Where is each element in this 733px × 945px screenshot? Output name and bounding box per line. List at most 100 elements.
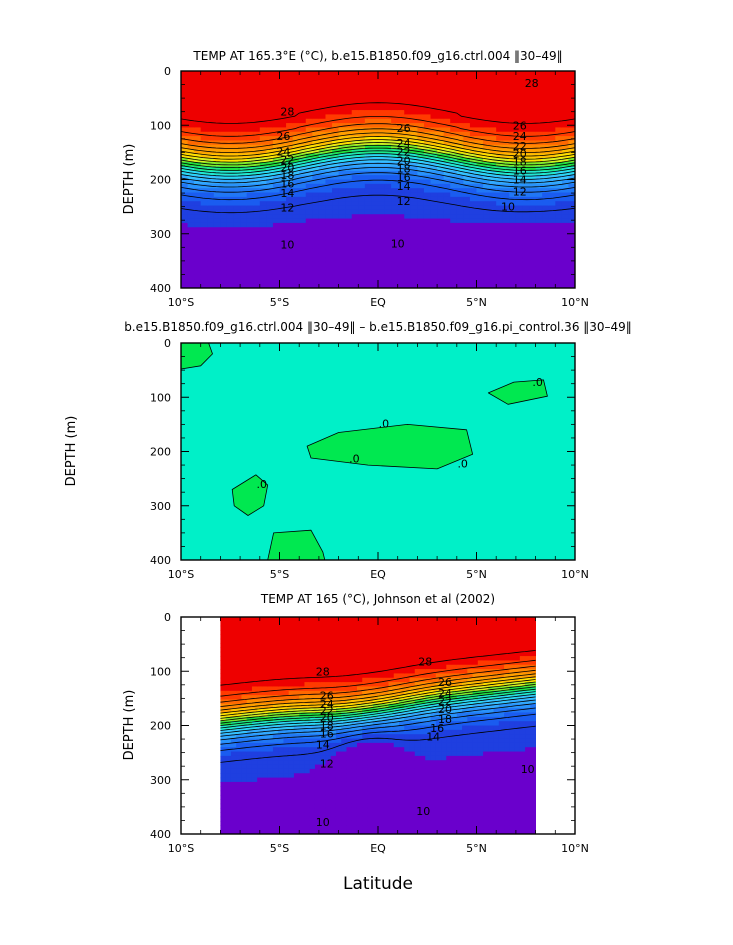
panel-top-field-cell xyxy=(502,235,510,241)
panel-top-field-cell xyxy=(529,123,537,129)
panel-top-field-cell xyxy=(529,131,537,137)
panel-bottom-field-cell xyxy=(283,682,290,688)
panel-top-field-cell xyxy=(496,235,504,241)
panel-top-field-cell xyxy=(423,266,432,272)
panel-bottom-field-cell xyxy=(267,643,274,648)
panel-top-field-cell xyxy=(437,179,445,185)
panel-bottom-field-cell xyxy=(341,751,348,757)
panel-top-field-cell xyxy=(489,110,497,115)
panel-bottom-field-cell xyxy=(257,708,264,714)
panel-bottom-field-cell xyxy=(262,768,269,774)
panel-bottom-field-cell xyxy=(288,677,295,683)
panel-bottom-field-cell xyxy=(367,660,374,666)
panel-top-field-cell xyxy=(246,192,254,198)
panel-bottom-field-cell xyxy=(272,708,279,714)
panel-bottom-field-cell xyxy=(288,751,295,757)
panel-top-field-cell xyxy=(456,110,464,115)
panel-top-field-cell xyxy=(318,114,327,120)
panel-top-field-cell xyxy=(410,123,418,129)
panel-bottom-field-cell xyxy=(325,764,332,770)
panel-bottom-field-cell xyxy=(378,625,384,631)
panel-bottom-field-cell xyxy=(246,686,253,692)
panel-bottom-field-cell xyxy=(372,677,379,683)
panel-bottom-field-cell xyxy=(236,716,243,722)
panel-top-field-cell xyxy=(259,127,267,133)
panel-top-contour-label: 20 xyxy=(397,155,411,168)
panel-top-field-cell xyxy=(371,118,379,124)
panel-bottom-field-cell xyxy=(283,773,290,779)
panel-bottom-field-cell xyxy=(393,734,400,740)
panel-bottom-field-cell xyxy=(330,816,337,822)
panel-top-field-cell xyxy=(200,131,208,137)
panel-bottom-field-cell xyxy=(267,673,274,679)
panel-bottom-field-cell xyxy=(236,686,243,692)
panel-bottom-field-cell xyxy=(320,643,327,648)
panel-top-field-cell xyxy=(410,209,418,215)
panel-top-field-cell xyxy=(305,131,313,137)
panel-top-field-cell xyxy=(378,218,386,224)
panel-top-field-cell xyxy=(456,157,464,163)
panel-top-field-cell xyxy=(345,110,353,115)
panel-bottom-field-cell xyxy=(241,669,248,675)
panel-bottom-field-cell xyxy=(325,617,332,622)
panel-top-field-cell xyxy=(332,84,340,89)
panel-top-field-cell xyxy=(456,205,464,211)
panel-top-field-cell xyxy=(266,205,274,211)
panel-top-field-cell xyxy=(364,227,373,233)
panel-bottom-field-cell xyxy=(314,690,321,696)
panel-top-field-cell xyxy=(502,231,510,237)
panel-bottom-field-cell xyxy=(309,738,316,744)
panel-top-field-cell xyxy=(463,123,471,129)
panel-top-field-cell xyxy=(345,222,353,228)
panel-bottom-field-cell xyxy=(220,816,227,822)
panel-bottom-field-cell xyxy=(241,638,248,644)
panel-bottom-field-cell xyxy=(346,690,353,696)
panel-bottom-field-cell xyxy=(383,768,390,774)
panel-top-field-cell xyxy=(338,270,346,276)
panel-top-field-cell xyxy=(220,131,228,137)
panel-bottom-field-cell xyxy=(372,647,379,653)
panel-top-field-cell xyxy=(509,123,517,129)
panel-bottom-field-cell xyxy=(356,638,363,644)
panel-top-field-cell xyxy=(423,71,432,76)
panel-top-field-cell xyxy=(450,231,458,237)
panel-top-field-cell xyxy=(345,170,353,176)
panel-bottom-field-cell xyxy=(288,794,295,800)
panel-top-field-cell xyxy=(259,279,267,285)
panel-top-field-cell xyxy=(502,192,510,198)
panel-bottom-field-cell xyxy=(262,734,269,740)
panel-bottom-field-cell xyxy=(304,664,311,670)
panel-top-field-cell xyxy=(502,118,510,124)
panel-bottom-field-cell xyxy=(241,721,248,727)
panel-bottom-field-cell xyxy=(251,799,258,805)
panel-top-field-cell xyxy=(207,75,215,81)
panel-middle-contour-labels: .0.0.0.0.0 xyxy=(257,376,543,491)
panel-top-field-cell xyxy=(391,131,399,137)
panel-bottom-field-cell xyxy=(367,664,374,670)
panel-top-field-cell xyxy=(469,136,478,142)
panel-top-field-cell xyxy=(233,105,241,111)
panel-bottom-field-cell xyxy=(257,790,264,796)
panel-top-field-cell xyxy=(515,253,524,259)
panel-bottom-field-cell xyxy=(251,721,258,727)
panel-top-field-cell xyxy=(240,118,248,124)
panel-bottom-field-cell xyxy=(288,786,295,792)
panel-top-field-cell xyxy=(509,201,517,207)
panel-top-field-cell xyxy=(233,179,241,185)
panel-top-field-cell xyxy=(561,101,570,107)
panel-bottom-field-cell xyxy=(293,751,300,757)
panel-bottom-field-cell xyxy=(320,638,327,644)
panel-top-field-cell xyxy=(509,253,517,259)
panel-bottom-field-cell xyxy=(341,786,348,792)
panel-top-field-cell xyxy=(207,105,215,111)
panel-bottom-field-cell xyxy=(362,677,369,683)
panel-bottom-field-cell xyxy=(399,777,405,783)
panel-top-field-cell xyxy=(404,105,412,111)
panel-top-field-cell xyxy=(371,244,379,250)
panel-bottom-filled-contours xyxy=(220,617,536,834)
panel-top-field-cell xyxy=(325,84,333,89)
panel-bottom-field-cell xyxy=(299,682,306,688)
panel-top-field-cell xyxy=(561,175,570,181)
panel-bottom-field-cell xyxy=(241,760,248,766)
panel-bottom-field-cell xyxy=(236,820,243,826)
